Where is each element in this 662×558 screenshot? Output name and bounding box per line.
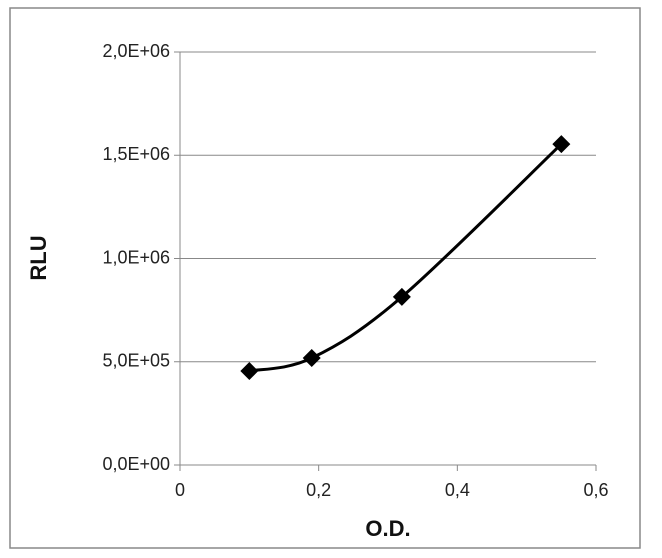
data-point <box>240 362 259 381</box>
chart-border <box>9 7 641 549</box>
y-axis-title: RLU <box>26 235 51 280</box>
y-tick-label: 2,0E+06 <box>102 41 170 61</box>
x-tick-label: 0 <box>175 480 185 500</box>
data-point <box>302 349 321 368</box>
series-line <box>249 143 563 373</box>
data-point <box>392 287 411 306</box>
x-tick-label: 0,6 <box>583 480 608 500</box>
x-tick-label: 0,4 <box>445 480 470 500</box>
data-point <box>552 135 571 154</box>
x-tick-label: 0,2 <box>306 480 331 500</box>
y-tick-label: 5,0E+05 <box>102 351 170 371</box>
y-tick-label: 1,0E+06 <box>102 247 170 267</box>
x-axis-title: O.D. <box>365 516 410 541</box>
y-tick-label: 0,0E+00 <box>102 454 170 474</box>
y-tick-label: 1,5E+06 <box>102 144 170 164</box>
